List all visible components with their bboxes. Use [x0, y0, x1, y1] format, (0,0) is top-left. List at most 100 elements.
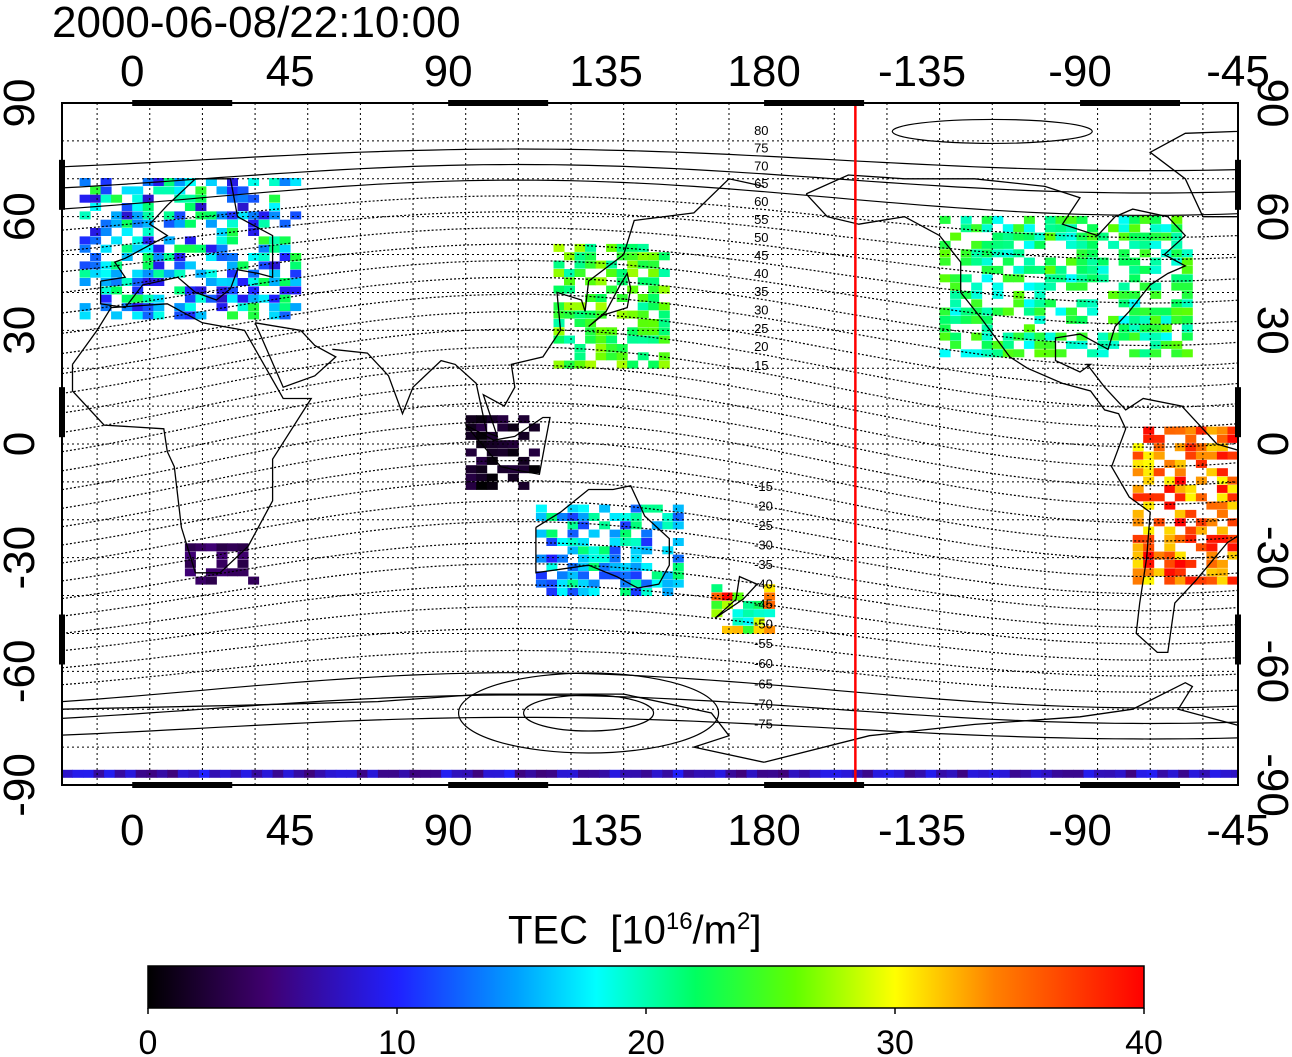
tec-cell — [599, 504, 611, 513]
tec-cell — [553, 285, 565, 294]
tec-cell — [620, 785, 631, 793]
tec-cell — [115, 785, 126, 793]
tec-cell — [1055, 215, 1067, 224]
tec-cell — [595, 335, 607, 344]
tec-cell — [981, 274, 993, 283]
tec-cell — [1249, 510, 1260, 518]
tec-cell — [732, 625, 744, 634]
tec-cell — [195, 311, 207, 320]
mlat-label: -50 — [754, 616, 773, 631]
tec-cell — [960, 215, 972, 224]
tec-cell — [1129, 315, 1141, 324]
tec-cell — [599, 554, 611, 563]
frame-tick-left — [59, 159, 65, 210]
mlat-contour — [62, 328, 1238, 409]
tec-cell — [627, 252, 639, 261]
tec-cell — [574, 252, 586, 261]
tec-cell — [121, 203, 133, 211]
tec-cell — [588, 546, 600, 555]
mlat-label: -35 — [754, 557, 773, 572]
tec-cell — [142, 244, 154, 253]
tec-cell — [585, 277, 597, 286]
tec-cell — [79, 261, 91, 270]
tec-cell — [567, 504, 579, 513]
tec-cell — [1143, 476, 1155, 485]
lon-tick-label-top: -90 — [1048, 47, 1112, 96]
tec-cell — [658, 352, 670, 361]
tec-cell — [950, 232, 962, 241]
frame-tick-bottom — [764, 782, 865, 788]
colorbar-unit-exponent-2: 2 — [736, 908, 751, 935]
tec-cell — [507, 473, 519, 482]
tec-cell — [153, 186, 165, 195]
tec-cell — [992, 340, 1004, 349]
tec-cell — [648, 319, 660, 327]
tec-cell — [1013, 299, 1025, 308]
tec-cell — [606, 269, 618, 277]
tec-cell — [1023, 224, 1035, 233]
tec-cell — [946, 769, 958, 778]
tec-cell — [557, 579, 568, 588]
tec-cell — [237, 568, 249, 577]
tec-cell — [950, 315, 962, 324]
mlat-contour — [62, 211, 1238, 261]
tec-cell — [1238, 460, 1249, 468]
tec-cell — [79, 303, 91, 312]
tec-cell — [960, 349, 972, 358]
tec-cell — [248, 303, 260, 312]
tec-cell — [248, 253, 260, 261]
tec-cell — [672, 769, 684, 778]
tec-cell — [388, 769, 400, 778]
tec-cell — [630, 504, 642, 513]
coastline — [71, 303, 313, 574]
tec-cell — [241, 769, 252, 778]
tec-cell — [630, 554, 642, 563]
tec-cell — [553, 335, 565, 344]
tec-cell — [269, 203, 281, 211]
lon-tick-label-top: -45 — [1206, 47, 1270, 96]
tec-cell — [630, 588, 642, 596]
tec-cell — [1076, 257, 1088, 266]
tec-cell — [507, 423, 519, 432]
mlat-contour — [62, 364, 1238, 448]
colorbar-title: TEC [1016/m2] — [508, 908, 761, 953]
mlat-label: 45 — [754, 248, 768, 263]
tec-cell — [1129, 299, 1141, 308]
tec-cell — [1132, 509, 1144, 518]
tec-region-east-asia — [553, 243, 670, 369]
tec-cell — [799, 769, 811, 778]
tec-cell — [367, 785, 378, 793]
tec-cell — [273, 785, 284, 793]
tec-cell — [1227, 493, 1238, 502]
tec-cell — [1087, 265, 1099, 274]
tec-cell — [1160, 232, 1172, 241]
tec-cell — [195, 244, 207, 253]
tec-cell — [184, 311, 196, 320]
tec-cell — [216, 228, 228, 236]
tec-cell — [616, 294, 628, 302]
tec-cell — [121, 278, 133, 286]
tec-cell — [971, 224, 983, 233]
tec-cell — [1129, 307, 1141, 316]
lon-tick-label-bottom: -90 — [1048, 806, 1112, 855]
tec-cell — [641, 588, 653, 596]
tec-cell — [1087, 257, 1099, 266]
tec-cell — [1023, 257, 1035, 266]
tec-cell — [1174, 551, 1186, 560]
tec-cell — [227, 194, 238, 203]
tec-cell — [746, 769, 758, 778]
tec-cell — [672, 521, 684, 530]
tec-cell — [1227, 551, 1238, 560]
tec-cell — [648, 302, 660, 311]
tec-cell — [1153, 568, 1165, 577]
tec-cell — [1206, 518, 1218, 527]
mlat-contour — [62, 459, 1238, 542]
tec-cell — [1164, 543, 1176, 552]
tec-cell — [100, 278, 112, 286]
tec-cell — [981, 265, 993, 274]
tec-cell — [641, 529, 653, 538]
tec-cell — [732, 617, 744, 626]
tec-cell — [1185, 443, 1197, 452]
tec-cell — [1129, 224, 1141, 233]
tec-cell — [546, 563, 558, 571]
